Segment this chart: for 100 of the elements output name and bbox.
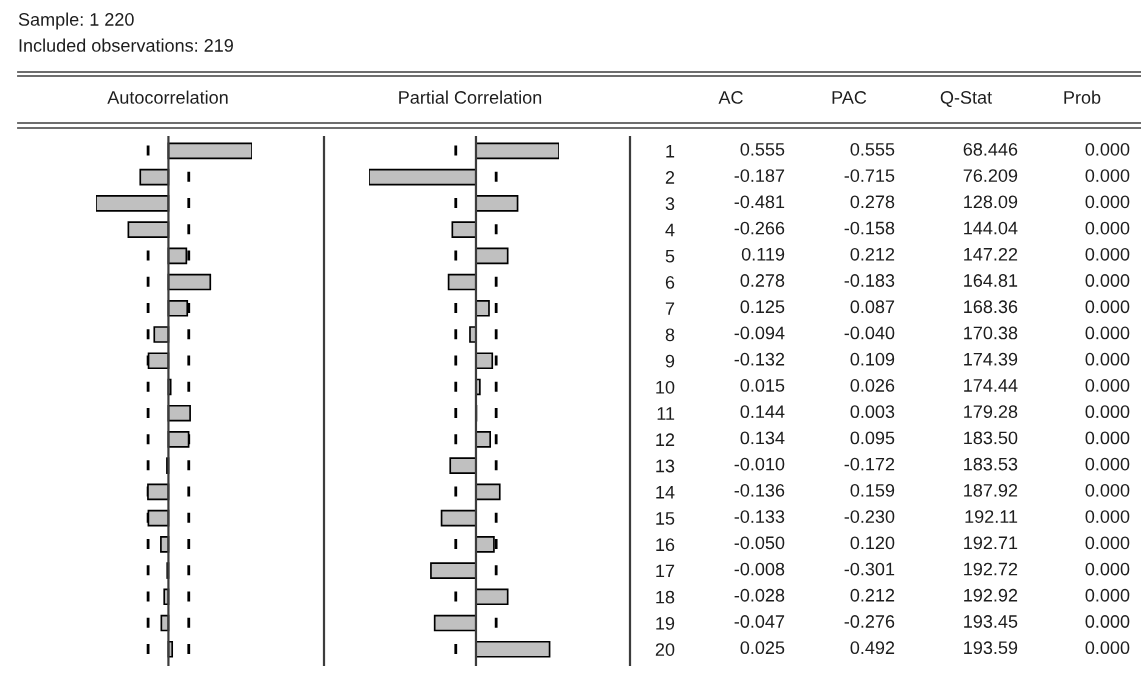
- text: 183.50: [964, 431, 1018, 445]
- data-label: 0.134: [740, 431, 785, 445]
- text: 193.59: [964, 641, 1018, 655]
- data-label: 0.278: [740, 274, 785, 287]
- data-label: -0.266: [734, 221, 785, 235]
- text: 128.09: [964, 195, 1018, 209]
- text: PAC: [832, 91, 867, 104]
- text: 68.446: [963, 142, 1018, 156]
- text: 192.11: [965, 510, 1018, 523]
- text: 0.000: [1085, 379, 1130, 392]
- data-label: 0.212: [850, 247, 895, 261]
- data-label: 0.492: [850, 641, 895, 655]
- data-label: -0.050: [734, 536, 785, 550]
- data-label: -0.301: [844, 562, 895, 576]
- y-tick-label: 13: [656, 459, 675, 473]
- data-label: 0.109: [850, 352, 895, 366]
- data-label: 0.278: [850, 195, 895, 209]
- text: 0.000: [1085, 195, 1130, 209]
- data-label: 0.087: [850, 300, 895, 314]
- data-label: 0.120: [850, 536, 895, 550]
- y-tick-label: 1: [666, 145, 675, 158]
- data-label: -0.008: [734, 562, 785, 576]
- text: 170.38: [964, 326, 1018, 340]
- text: 192.71: [964, 536, 1018, 550]
- y-tick-label: 15: [656, 512, 675, 525]
- data-label: 0.119: [741, 247, 785, 261]
- text: 183.53: [964, 457, 1018, 471]
- chart-title: Partial Correlation: [399, 90, 542, 104]
- y-tick-label: 14: [656, 486, 675, 499]
- data-label: 0.555: [850, 142, 895, 156]
- data-label: 0.095: [850, 431, 895, 445]
- y-tick-label: 7: [665, 302, 675, 315]
- text: 76.209: [963, 169, 1018, 182]
- text: 0.000: [1085, 300, 1130, 314]
- y-tick-label: 8: [665, 328, 675, 342]
- text: Prob: [1064, 90, 1101, 104]
- text: 0.000: [1085, 352, 1130, 366]
- text: 0.000: [1085, 431, 1130, 445]
- text: 0.000: [1085, 326, 1130, 340]
- data-label: -0.094: [734, 326, 785, 340]
- text: 0.000: [1085, 562, 1130, 576]
- data-label: 0.144: [740, 405, 785, 419]
- text: 0.000: [1085, 247, 1130, 261]
- text: 168.36: [964, 300, 1018, 314]
- y-tick-label: 12: [656, 433, 675, 446]
- y-tick-label: 4: [665, 223, 675, 237]
- data-label: 0.159: [850, 483, 895, 497]
- text: 0.000: [1085, 641, 1130, 655]
- text: 144.04: [964, 221, 1018, 235]
- data-label: -0.047: [734, 615, 785, 628]
- data-label: 0.212: [850, 588, 895, 602]
- data-label: -0.028: [734, 588, 785, 602]
- y-tick-label: 10: [656, 380, 675, 394]
- data-label: 0.003: [850, 405, 895, 419]
- text: 179.28: [964, 405, 1018, 419]
- data-label: 0.025: [740, 641, 785, 655]
- text: 0.000: [1085, 274, 1130, 287]
- data-label: 0.555: [740, 142, 785, 156]
- y-tick-label: 11: [657, 407, 675, 420]
- y-tick-label: 20: [655, 643, 675, 656]
- text: Included observations: 219: [19, 38, 233, 52]
- text: 192.72: [964, 562, 1018, 576]
- text: 0.000: [1085, 169, 1130, 182]
- data-label: -0.276: [844, 615, 895, 628]
- text: 0.000: [1085, 510, 1130, 523]
- y-tick-label: 18: [656, 590, 675, 604]
- text: 0.000: [1085, 588, 1130, 602]
- data-label: -0.010: [734, 457, 785, 471]
- y-tick-label: 9: [665, 354, 675, 368]
- data-label: -0.481: [734, 195, 785, 209]
- data-label: -0.132: [734, 352, 785, 366]
- text: 0.000: [1085, 221, 1130, 235]
- y-tick-label: 2: [665, 171, 675, 184]
- text: 174.44: [964, 379, 1018, 392]
- text: 187.92: [964, 483, 1018, 497]
- data-label: -0.040: [844, 326, 895, 340]
- text: 0.000: [1085, 457, 1130, 471]
- text: 164.81: [964, 274, 1018, 287]
- text: 0.000: [1085, 615, 1130, 628]
- text: 147.22: [964, 247, 1018, 261]
- text: Q-Stat: [940, 91, 992, 108]
- data-label: -0.133: [734, 510, 785, 523]
- text: Sample: 1 220: [18, 12, 134, 30]
- y-tick-label: 16: [656, 538, 675, 552]
- text: 0.000: [1085, 142, 1130, 156]
- data-label: -0.715: [844, 169, 895, 182]
- text: 0.000: [1085, 405, 1130, 419]
- text: 174.39: [964, 352, 1018, 366]
- y-tick-label: 5: [665, 249, 675, 263]
- y-tick-label: 6: [665, 275, 675, 289]
- y-tick-label: 17: [656, 564, 675, 578]
- data-label: -0.172: [844, 457, 895, 471]
- data-label: -0.187: [734, 169, 785, 182]
- y-tick-label: 3: [665, 197, 675, 211]
- chart-title: Autocorrelation: [107, 90, 228, 104]
- data-label: -0.183: [844, 274, 895, 287]
- data-label: 0.026: [850, 379, 895, 392]
- y-tick-label: 19: [656, 616, 675, 630]
- data-label: 0.125: [740, 300, 785, 314]
- data-label: -0.158: [844, 221, 895, 235]
